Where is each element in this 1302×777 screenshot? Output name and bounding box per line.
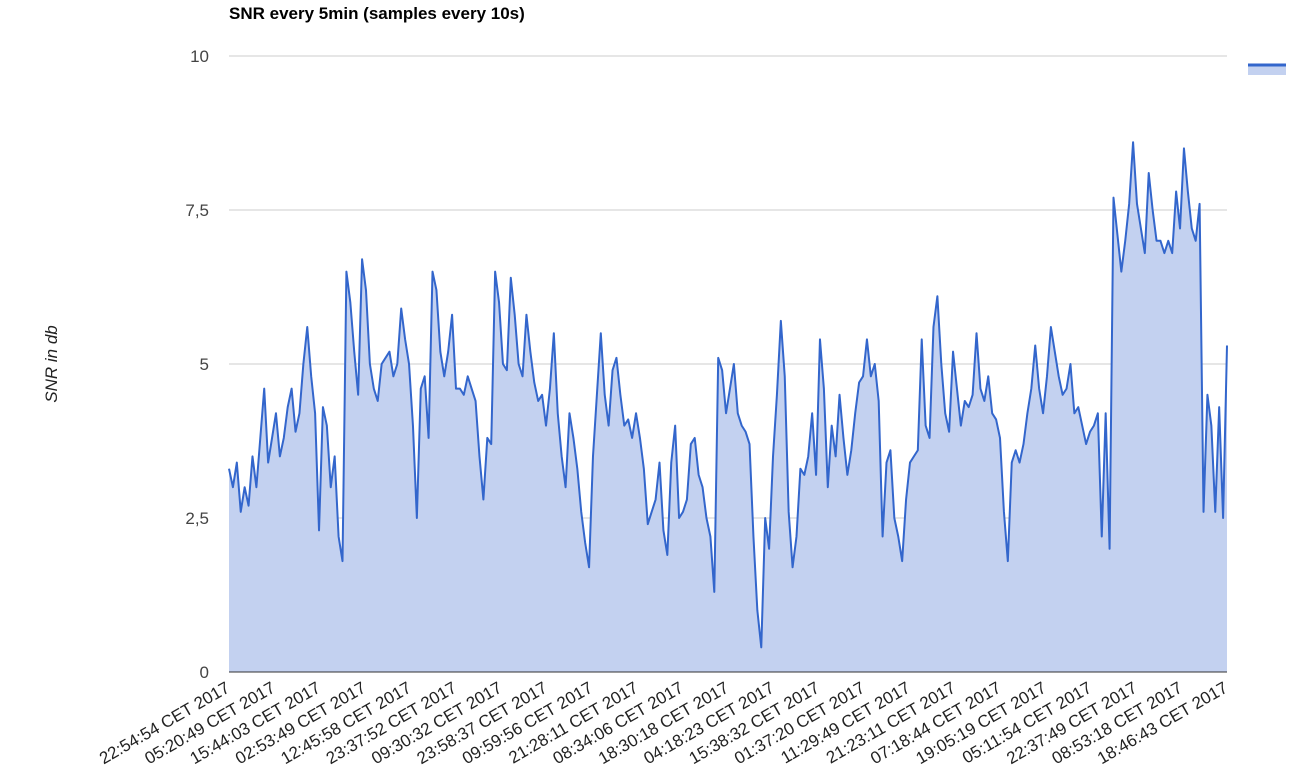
y-axis-label: SNR in db [42,325,61,402]
legend [1248,63,1286,75]
legend-swatch [1248,64,1286,75]
y-tick-label: 2,5 [185,509,209,528]
y-tick-label: 7,5 [185,201,209,220]
series-line [228,141,1228,649]
chart-title: SNR every 5min (samples every 10s) [229,4,525,23]
y-tick-label: 10 [190,47,209,66]
y-tick-label: 5 [200,355,209,374]
y-tick-label: 0 [200,663,209,682]
y-axis-ticks: 0 2,5 5 7,5 10 [185,47,209,682]
